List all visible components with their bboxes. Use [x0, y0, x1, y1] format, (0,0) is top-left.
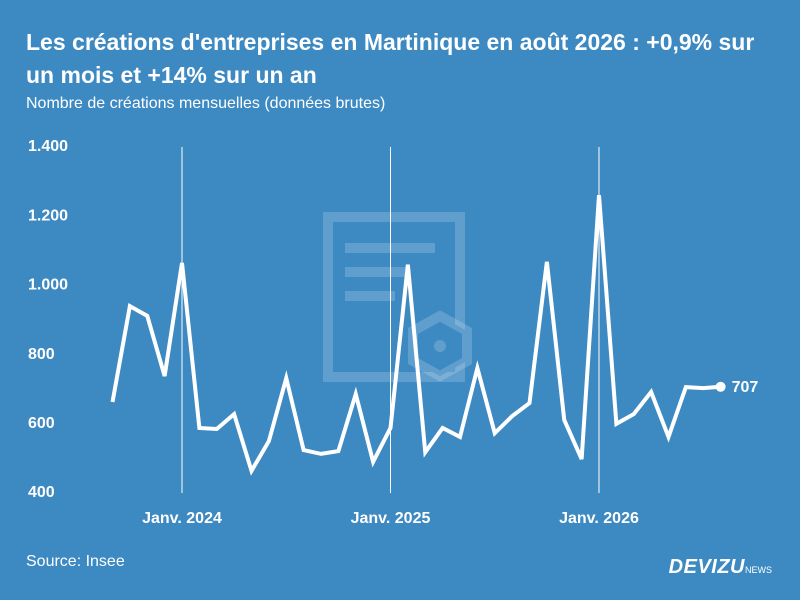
y-tick-label: 1.200 — [28, 207, 68, 224]
end-value-label: 707 — [732, 379, 759, 396]
y-tick-label: 1.000 — [28, 277, 68, 294]
y-tick-label: 800 — [28, 346, 55, 363]
y-tick-label: 400 — [28, 484, 55, 501]
end-point — [715, 381, 726, 392]
source: Source: Insee — [26, 553, 125, 570]
brand-name: DEVIZU — [668, 556, 745, 578]
y-tick-label: 1.400 — [28, 138, 68, 155]
chart-subtitle: Nombre de créations mensuelles (données … — [26, 95, 386, 112]
brand-suffix: NEWS — [745, 565, 772, 575]
x-tick-label: Janv. 2026 — [559, 510, 639, 527]
brand: DEVIZUNEWS — [669, 556, 772, 579]
x-tick-label: Janv. 2025 — [351, 510, 431, 527]
line — [110, 194, 721, 476]
y-tick-label: 600 — [28, 415, 55, 432]
x-tick-label: Janv. 2024 — [142, 510, 222, 527]
chart-title: Les créations d'entreprises en Martiniqu… — [26, 29, 755, 88]
